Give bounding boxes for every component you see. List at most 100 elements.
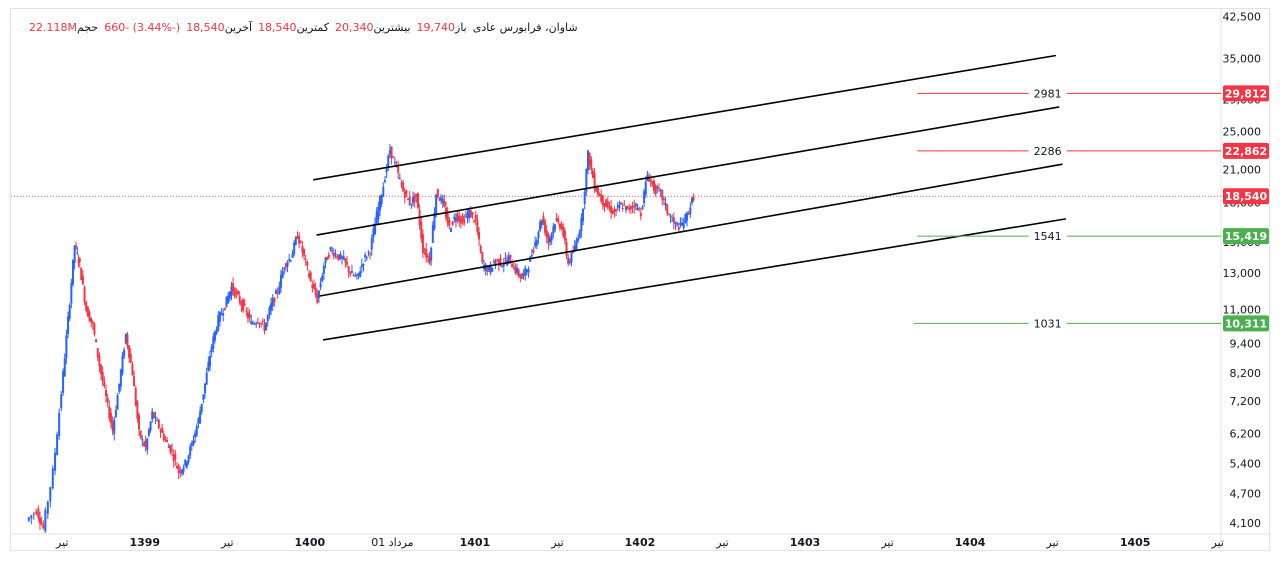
candle-body [690,197,693,203]
candle-body [496,259,499,261]
candle-body [314,287,317,296]
candle-body [492,260,495,263]
candle-body [189,446,192,456]
channel-line [322,218,1066,341]
candle-body [440,197,443,201]
candle-body [494,260,497,265]
y-tick-label: 9,400 [1230,337,1262,350]
candle-body [426,255,429,258]
candle-body [228,291,231,299]
candle-body [167,446,170,448]
candle-body [101,372,104,382]
candle-body [532,249,535,253]
candle-body [58,412,61,436]
volume-value: 22.118M [29,21,77,34]
candle-body [136,401,139,419]
candle-body [405,190,408,195]
candle-body [686,212,689,221]
candle-body [659,189,662,192]
candle-body [687,213,690,215]
channel-line [313,54,1057,181]
candle-body [37,508,40,518]
candle-body [514,266,517,273]
candle-body [616,205,619,208]
candle-body [679,222,682,226]
candle-body [354,275,357,277]
candle-body [535,239,538,246]
candle-body [473,220,476,222]
candle-body [484,264,487,271]
candle-body [593,173,596,190]
candle-body [294,237,297,245]
candle-body [157,420,160,429]
candle-body [431,224,434,243]
candle-body [133,376,136,387]
candle-body [586,150,589,171]
candle-body [248,313,251,318]
candle-body [382,186,385,198]
candle-body [113,419,116,435]
price-chart[interactable]: 4,100 4,700 5,400 6,200 7,200 8,200 9,400 11,00… [11,9,1271,552]
candle-body [312,283,315,289]
candle-body [253,323,256,325]
candle-body [75,245,78,247]
candle-body [392,156,395,158]
low-label: کمترین [296,21,329,34]
candle-body [197,418,200,424]
candle-body [151,411,154,420]
candle-body [552,226,555,234]
candle-body [83,287,86,303]
candle-body [71,259,74,285]
candle-body [255,323,258,325]
candle-body [370,238,373,250]
candle-body [558,224,561,228]
candle-body [578,231,581,238]
candle-body [40,522,43,525]
y-tick-label: 6,200 [1230,428,1262,441]
candle-body [210,346,213,353]
y-tick-label: 42,500 [1223,11,1262,24]
candle-body [124,333,127,344]
candle-body [344,258,347,262]
candle-body [542,216,545,224]
candle-body [275,290,278,294]
candle-body [544,221,547,234]
candle-body [141,438,144,441]
candle-body [553,224,556,230]
level-price-badge [1223,228,1269,245]
x-tick-label: 1405 [1120,536,1151,549]
candle-body [398,178,401,180]
candle-body [329,247,332,250]
candle-body [187,455,190,463]
candle-body [423,252,426,254]
level-label-bg [1028,316,1067,331]
y-tick-label: 13,000 [1223,267,1262,280]
candle-body [639,212,642,217]
candle-body [126,334,129,347]
level-price-badge-text: 29,812 [1225,87,1267,100]
candle-body [256,321,259,323]
candle-body [342,256,345,260]
candle-body [438,198,441,201]
candle-body [284,263,287,268]
candle-body [299,241,302,243]
candle-body [30,515,33,519]
candle-body [461,215,464,221]
candle-body [517,269,520,276]
candle-body [105,389,108,397]
candle-body [374,223,377,235]
candle-body [388,150,391,155]
candle-body [681,222,684,226]
candle-body [293,242,296,254]
candle-body [51,468,54,489]
open-value: 19,740 [416,21,456,34]
candle-body [321,275,324,282]
candle-body [123,349,126,357]
candle-body [562,226,565,236]
candle-body [377,206,380,220]
candle-body [654,185,657,194]
candle-body [98,355,101,367]
candle-body [129,354,132,363]
candle-body [491,267,494,272]
candle-body [190,442,193,446]
